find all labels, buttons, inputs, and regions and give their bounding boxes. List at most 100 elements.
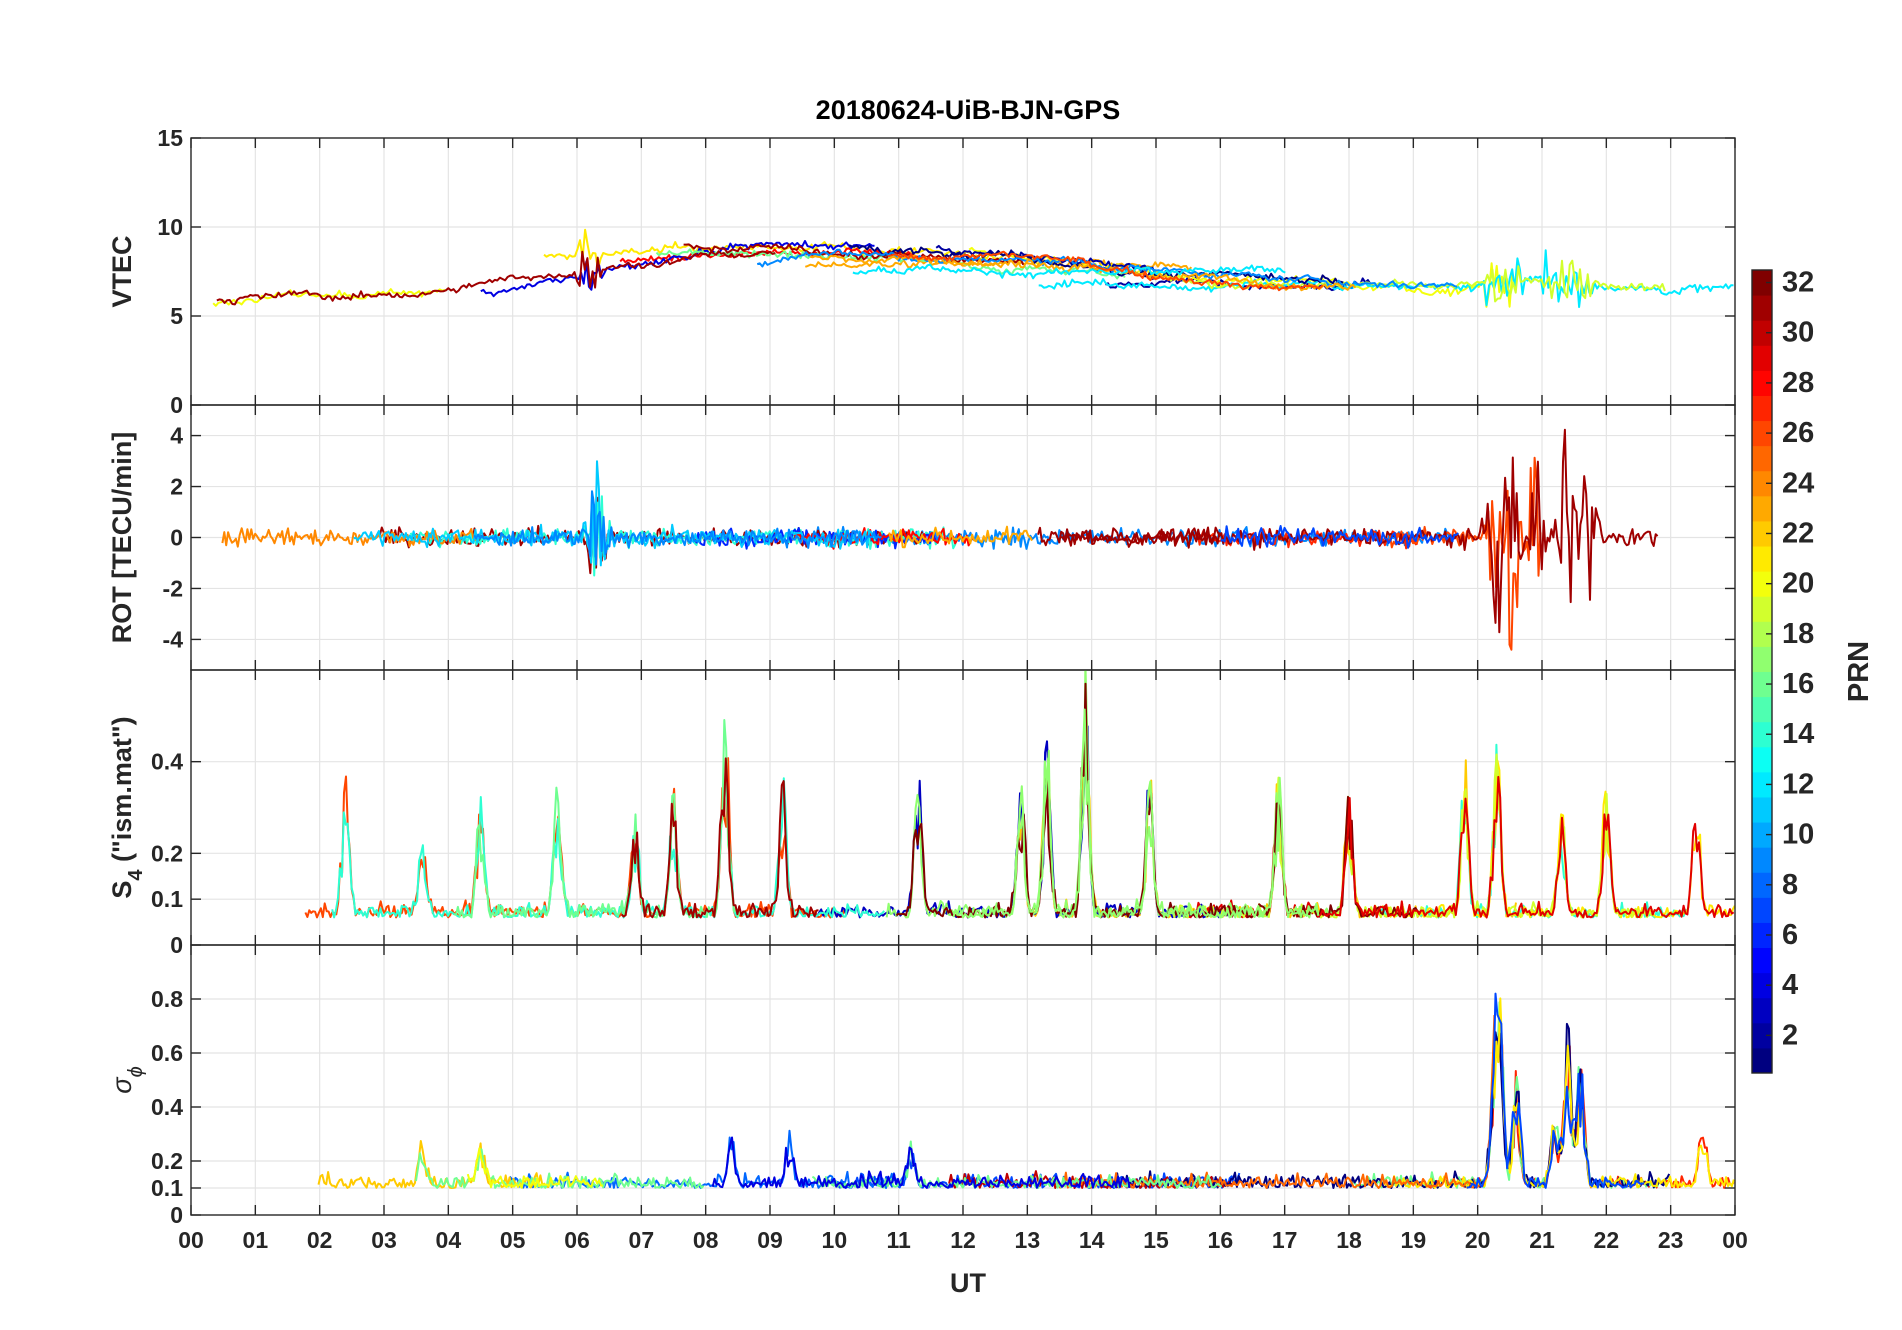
chart-title: 20180624-UiB-BJN-GPS [816,95,1121,125]
series-line-prn [888,525,1033,549]
x-tick-label: 04 [436,1227,462,1253]
colorbar-swatch [1752,771,1772,798]
x-tick-label: 08 [693,1227,719,1253]
colorbar-swatch [1752,520,1772,547]
series-line-prn [1220,525,1459,549]
series-line-prn [353,460,878,567]
y-tick-label: 4 [170,423,183,449]
colorbar-tick-label: 4 [1782,969,1798,1001]
y-axis-label-sigma_phi: σϕ [107,1066,147,1093]
colorbar-swatch [1752,270,1772,296]
x-tick-label: 02 [307,1227,333,1253]
y-tick-label: 10 [157,214,183,240]
x-tick-label: 21 [1529,1227,1555,1253]
x-axis: 00 01 02 03 04 05 06 07 08 09 10 11 12 13 14 15 16 17 18 19… [178,1227,1748,1253]
panel-sigma_phi: 00.10.2 0.4 0.6 0.8 σϕ [107,944,1736,1228]
x-tick-label: 00 [1722,1227,1748,1253]
colorbar-swatch [1752,546,1772,572]
series-line-prn [952,708,1320,919]
colorbar-swatch [1752,721,1772,748]
series-line-prn [508,1129,913,1189]
colorbar-tick-label: 30 [1782,317,1814,349]
y-tick-label: -2 [163,575,183,601]
grid-vtec [191,138,1735,405]
series-line-prn [415,1148,705,1189]
colorbar-swatch [1752,922,1772,949]
x-tick-label: 16 [1208,1227,1234,1253]
series-line-prn [221,527,477,548]
colorbar-swatch [1752,395,1772,422]
x-tick-label: 11 [887,1227,912,1253]
series-line-prn [331,761,885,919]
x-tick-label: 07 [629,1227,655,1253]
series-line-prn [887,250,1324,292]
x-tick-label: 14 [1079,1227,1105,1253]
colorbar-swatch [1752,746,1772,773]
series-line-prn [1466,992,1645,1189]
series-line-prn [1060,526,1221,549]
series-line-prn [1167,753,1654,919]
y-tick-label: 0 [170,932,183,958]
x-tick-label: 23 [1658,1227,1684,1253]
x-tick-label: 01 [243,1227,269,1253]
colorbar-tick-label: 24 [1782,467,1814,499]
colorbar-swatch [1752,897,1772,923]
series-line-prn [620,757,819,919]
colorbar-swatch [1752,947,1772,974]
colorbar-swatch [1752,420,1772,447]
colorbar-label: PRN [1843,641,1875,702]
series-line-prn [1037,428,1659,634]
y-tick-label: 0 [170,1202,183,1228]
y-tick-label: 2 [170,474,183,500]
series-line-prn [852,263,1286,280]
colorbar-tick-label: 16 [1782,668,1814,700]
x-tick-label: 00 [178,1227,204,1253]
y-axis-label-rot: ROT [TECU/min] [107,432,137,643]
series-line-prn [711,1136,1131,1189]
colorbar-swatch [1752,1022,1772,1049]
series-line-prn [1380,743,1687,919]
x-tick-label: 05 [500,1227,526,1253]
colorbar-tick-label: 2 [1782,1019,1798,1051]
colorbar-swatch [1752,370,1772,396]
y-tick-label: 0.8 [151,986,183,1012]
series-line-prn [895,682,1421,919]
x-tick-label: 13 [1015,1227,1041,1253]
y-tick-label: 15 [157,125,183,151]
colorbar-swatch [1752,671,1772,698]
y-tick-label: 0.6 [151,1040,183,1066]
y-tick-label: 0.2 [151,1148,183,1174]
series-sigma_phi [317,992,1735,1189]
series-line-prn [1422,1022,1735,1189]
panel-rot: -4 -2 0 2 4 ROT [TECU/min] [107,404,1736,671]
x-tick-label: 18 [1336,1227,1362,1253]
x-axis-label: UT [950,1268,986,1298]
y-axis-label-vtec: VTEC [107,235,137,307]
colorbar-tick-label: 28 [1782,367,1814,399]
colorbar-swatch [1752,997,1772,1024]
x-tick-label: 03 [371,1227,397,1253]
x-tick-label: 20 [1465,1227,1491,1253]
colorbar-swatch [1752,295,1772,321]
series-rot [221,428,1659,651]
series-line-prn [811,1140,1223,1189]
grid-sigma_phi [191,945,1735,1215]
series-line-prn [453,719,742,919]
series-line-prn [1384,997,1735,1189]
colorbar-swatch [1752,696,1772,723]
y-tick-label: 0 [170,525,183,551]
colorbar-swatch [1752,596,1772,622]
grid-s4 [191,670,1735,945]
x-tick-label: 15 [1143,1227,1169,1253]
colorbar-swatch [1752,1047,1772,1074]
colorbar-swatch [1752,571,1772,597]
colorbar-tick-label: 20 [1782,568,1814,600]
series-line-prn [466,1147,603,1189]
colorbar-swatch [1752,822,1772,848]
series-line-prn [1316,775,1735,919]
series-line-prn [812,725,1230,919]
series-line-prn [216,250,776,306]
colorbar-swatch [1752,345,1772,371]
